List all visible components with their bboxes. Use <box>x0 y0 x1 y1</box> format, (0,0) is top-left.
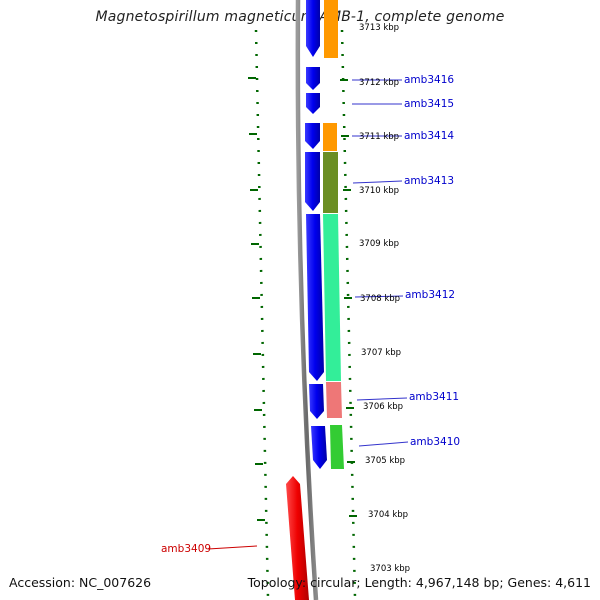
gene-label-amb3415[interactable]: amb3415 <box>404 98 454 110</box>
gc-skew-track <box>248 29 357 599</box>
scale-label: 3703 kbp <box>370 564 410 574</box>
gene-arrow-amb3410[interactable] <box>311 426 327 469</box>
forward-strand-track <box>305 0 327 469</box>
genome-stats-label: Topology: circular; Length: 4,967,148 bp… <box>247 575 591 590</box>
leader-line-amb3411 <box>356 397 408 401</box>
gene-label-amb3413[interactable]: amb3413 <box>404 175 454 187</box>
leader-line-amb3413 <box>352 180 403 184</box>
cog-block-orange <box>324 0 338 58</box>
scale-label: 3709 kbp <box>359 239 399 249</box>
gene-label-amb3410[interactable]: amb3410 <box>410 436 460 448</box>
gc-skew-dots-left <box>254 29 270 599</box>
cog-block-olive <box>323 152 338 213</box>
scale-label: 3707 kbp <box>361 348 401 358</box>
gene-label-leaders <box>207 79 409 550</box>
gc-skew-dots-right <box>340 29 357 599</box>
gene-arrow-amb3413[interactable] <box>305 152 320 211</box>
gene-arrow-amb3409[interactable] <box>286 476 309 600</box>
gene-arrow-amb3411[interactable] <box>309 384 324 419</box>
leader-line-amb3410 <box>358 441 409 447</box>
cog-block-aqua <box>323 214 341 381</box>
accession-label: Accession: NC_007626 <box>9 575 152 590</box>
scale-label: 3710 kbp <box>359 186 399 196</box>
gene-label-amb3409[interactable]: amb3409 <box>161 543 211 555</box>
gene-arrow-amb3412[interactable] <box>306 214 324 381</box>
scale-label: 3705 kbp <box>365 456 405 466</box>
scale-label: 3708 kbp <box>360 294 400 304</box>
scale-label: 3711 kbp <box>359 132 399 142</box>
cog-track <box>323 0 344 469</box>
scale-label: 3706 kbp <box>363 402 403 412</box>
gene-arrow-amb3414[interactable] <box>305 123 320 149</box>
cog-block-orange <box>323 123 337 151</box>
gene-label-amb3412[interactable]: amb3412 <box>405 289 455 301</box>
genome-backbone <box>295 0 319 600</box>
gene-arrow-amb3417[interactable] <box>306 0 320 57</box>
gene-label-amb3411[interactable]: amb3411 <box>409 391 459 403</box>
scale-label: 3704 kbp <box>368 510 408 520</box>
scale-labels: 3713 kbp 3712 kbp 3711 kbp 3710 kbp 3709… <box>359 23 410 574</box>
gene-arrow-amb3416[interactable] <box>306 67 320 90</box>
gene-label-amb3416[interactable]: amb3416 <box>404 74 454 86</box>
cog-block-pink <box>326 382 342 418</box>
gene-arrow-amb3415[interactable] <box>306 93 320 114</box>
cog-block-green <box>330 425 344 469</box>
leader-line-amb3409 <box>207 545 258 550</box>
gene-label-amb3414[interactable]: amb3414 <box>404 130 454 142</box>
scale-label: 3713 kbp <box>359 23 399 33</box>
leader-line-amb3412 <box>354 295 404 298</box>
gene-labels: amb3416 amb3415 amb3414 amb3413 amb3412 … <box>161 74 460 555</box>
scale-label: 3712 kbp <box>359 78 399 88</box>
